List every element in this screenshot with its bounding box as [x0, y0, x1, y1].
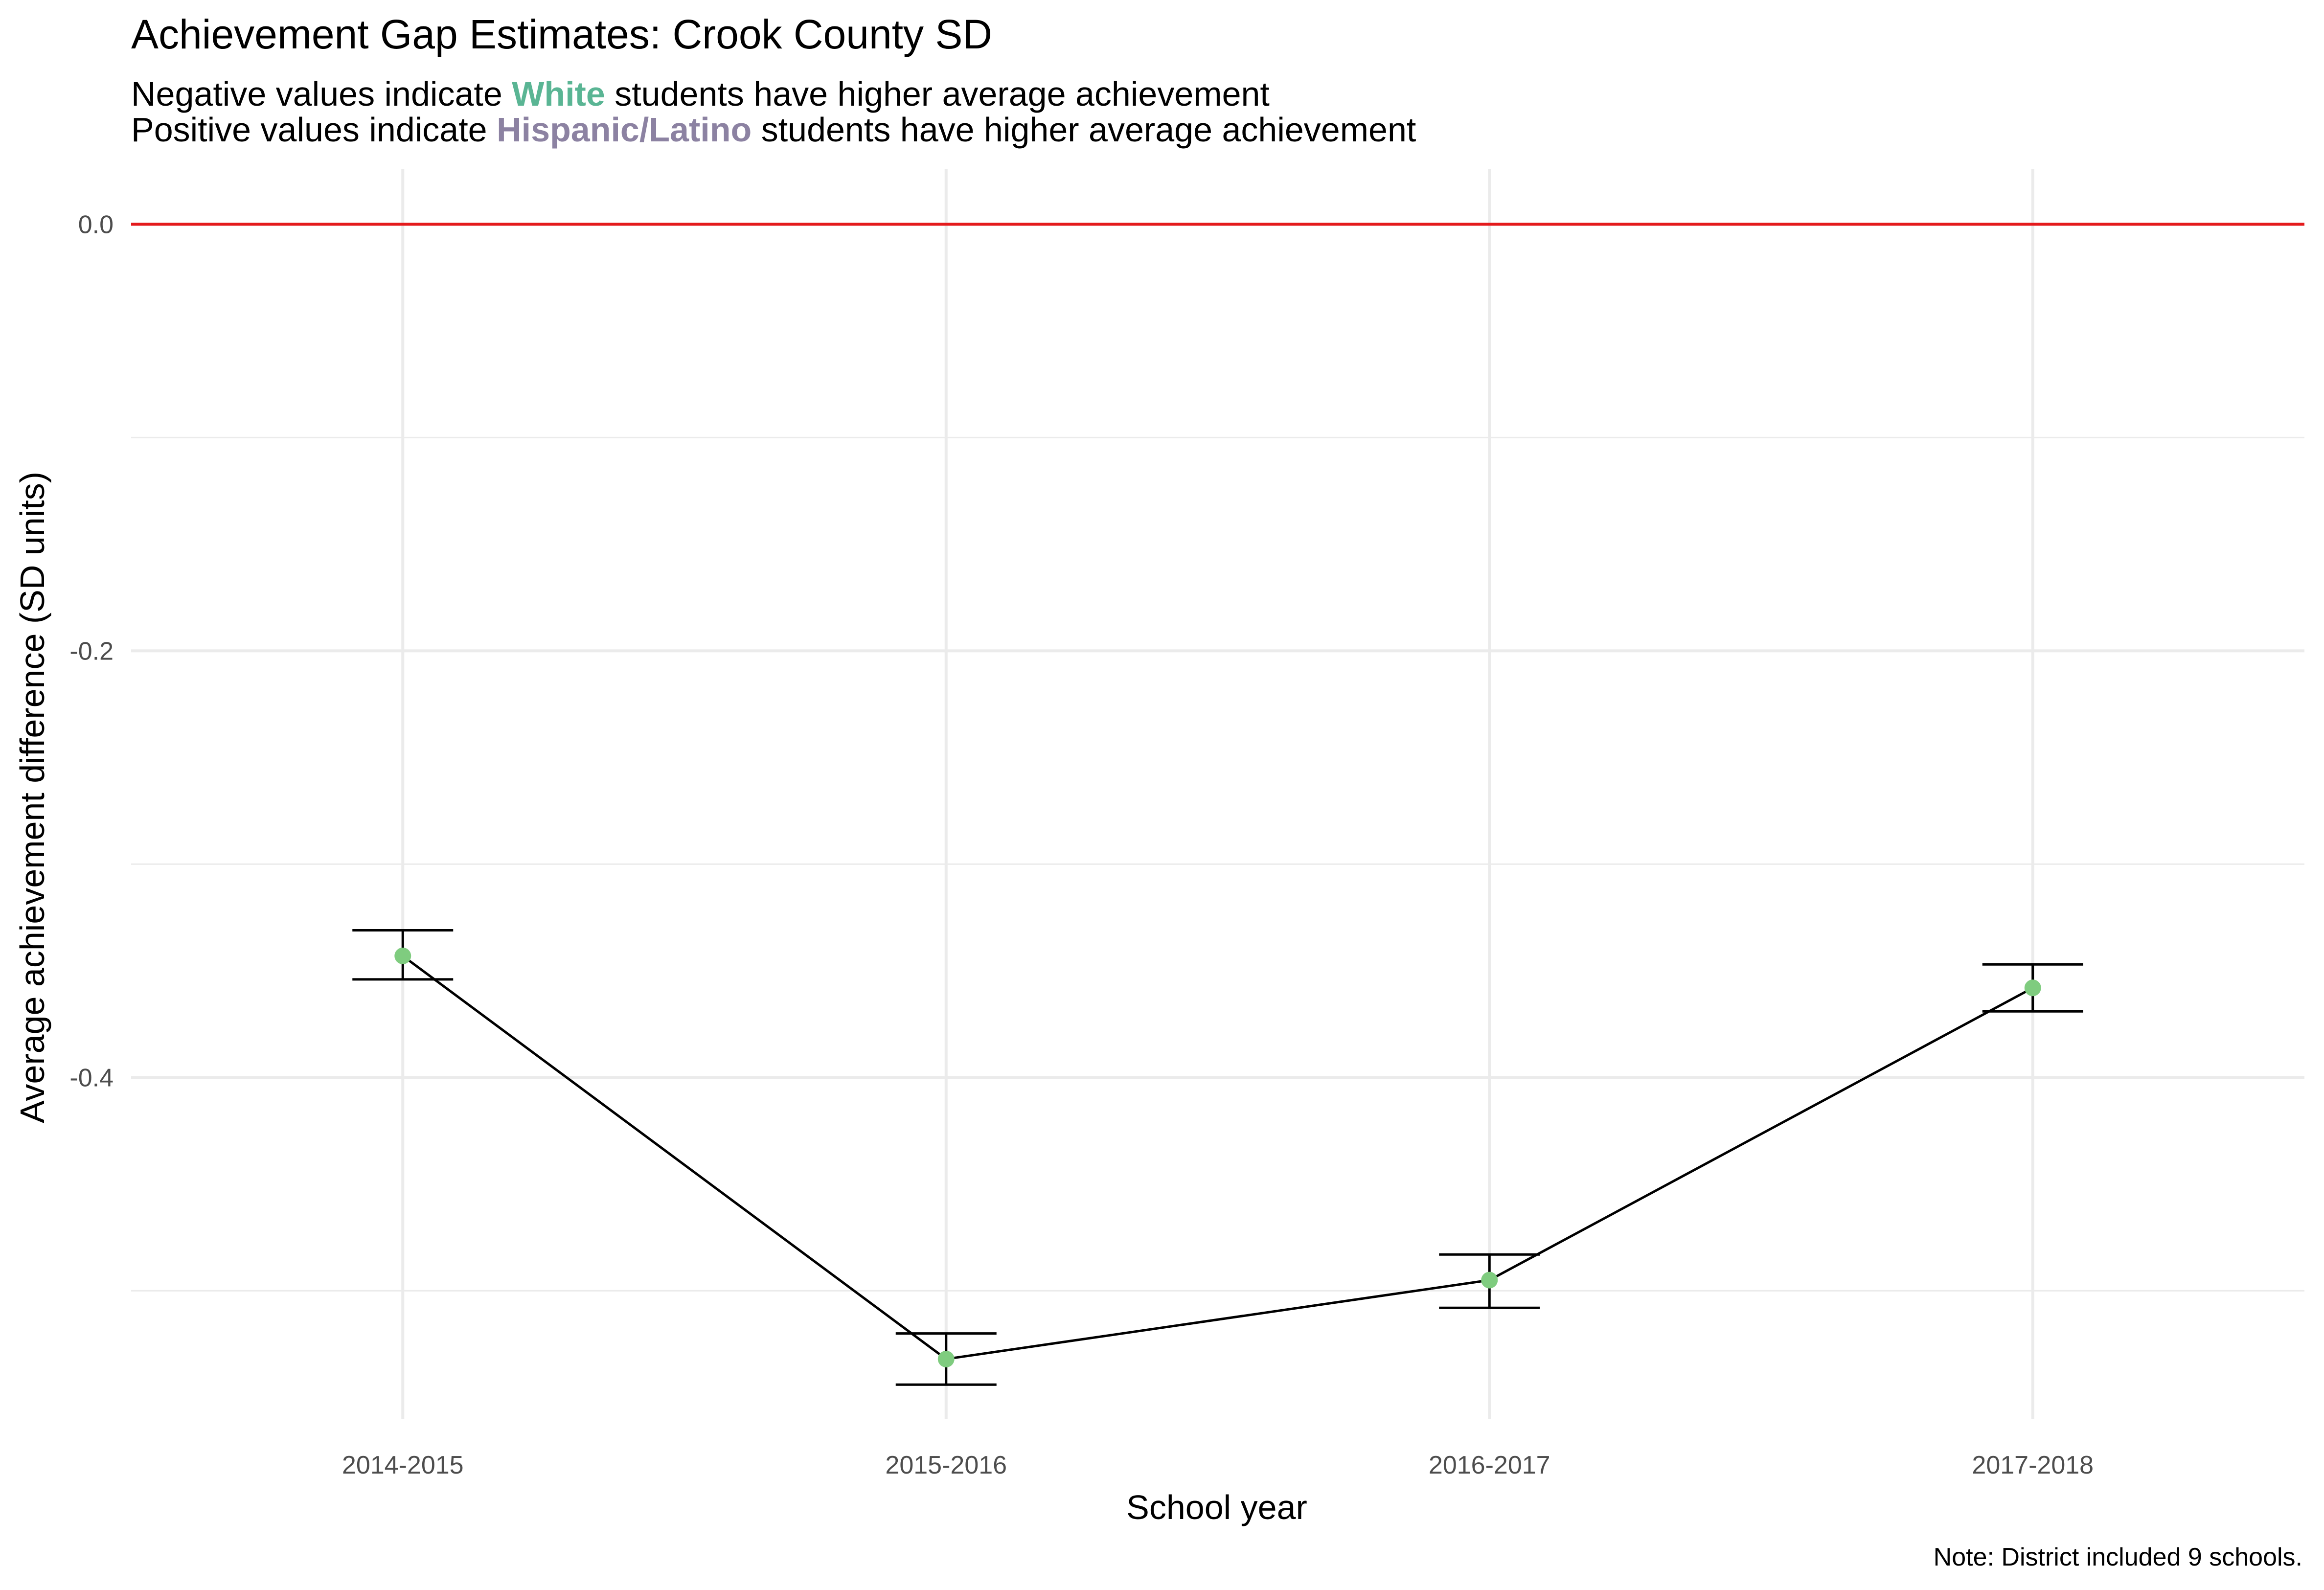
data-point — [394, 947, 411, 964]
data-point — [2024, 979, 2041, 997]
y-tick-label: -0.2 — [69, 637, 114, 665]
subtitle2-after: students have higher average achievement — [752, 111, 1416, 149]
x-axis-ticks: 2014-2015 2015-2016 2016-2017 2017-2018 — [342, 1451, 2094, 1479]
x-tick-label: 2017-2018 — [1972, 1451, 2094, 1479]
chart-caption: Note: District included 9 schools. — [1934, 1543, 2302, 1571]
y-tick-label: -0.4 — [69, 1064, 114, 1092]
subtitle2-before: Positive values indicate — [131, 111, 497, 149]
chart-title: Achievement Gap Estimates: Crook County … — [131, 11, 993, 57]
x-axis-title: School year — [1126, 1488, 1307, 1526]
chart-subtitle-line2: Positive values indicate Hispanic/Latino… — [131, 113, 1416, 147]
major-gridlines — [131, 169, 2304, 1419]
x-tick-label: 2014-2015 — [342, 1451, 464, 1479]
subtitle1-highlight-white: White — [512, 75, 605, 113]
chart-subtitle-line1: Negative values indicate White students … — [131, 77, 1270, 111]
data-point — [937, 1350, 955, 1367]
x-tick-label: 2015-2016 — [885, 1451, 1007, 1479]
data-point — [1481, 1272, 1498, 1289]
series-line — [402, 954, 2033, 1361]
subtitle1-before: Negative values indicate — [131, 75, 512, 113]
y-tick-label: 0.0 — [78, 210, 114, 239]
y-axis-title: Average achievement difference (SD units… — [13, 472, 51, 1123]
subtitle2-highlight-hispanic: Hispanic/Latino — [497, 111, 752, 149]
minor-gridlines — [131, 436, 2304, 1292]
x-tick-label: 2016-2017 — [1429, 1451, 1550, 1479]
subtitle1-after: students have higher average achievement — [605, 75, 1270, 113]
data-series — [352, 929, 2083, 1386]
y-axis-ticks: 0.0 -0.2 -0.4 — [69, 210, 114, 1092]
